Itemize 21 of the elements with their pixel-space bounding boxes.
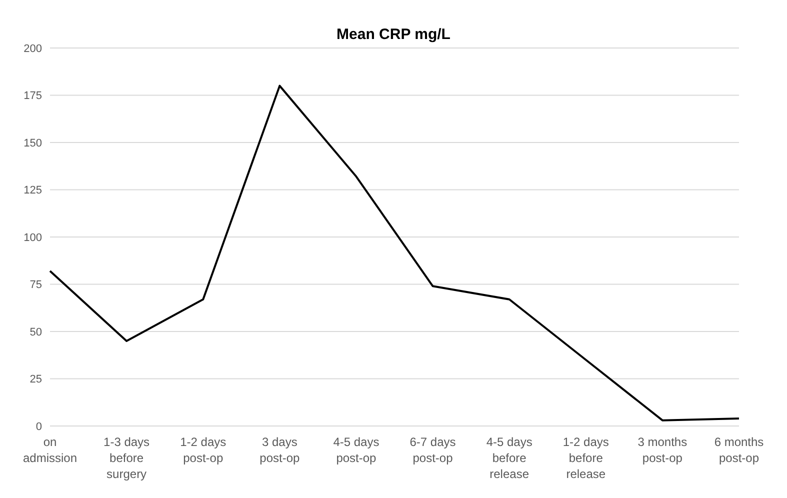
y-tick-label: 150 [24,137,42,150]
y-tick-label: 75 [30,279,42,292]
x-tick-label: 1-3 days before surgery [104,435,150,481]
x-tick-label: on admission [22,435,78,465]
chart-title: Mean CRP mg/L [336,26,452,43]
y-tick-label: 175 [24,90,42,102]
x-tick-label: 4-5 days post-op [333,435,380,465]
line-series [49,84,740,422]
x-tick-label: 6-7 days post-op [410,435,456,465]
x-tick-label: 3 days post-op [260,435,300,465]
x-tick-label: 6 months post-op [714,435,764,465]
x-tick-label: 4-5 days before release [486,435,532,481]
y-tick-label: 200 [24,42,42,55]
y-tick-label: 50 [30,326,42,338]
x-tick-label: 1-2 days post-op [180,435,226,465]
y-tick-label: 100 [24,232,42,244]
x-tick-label: 3 months post-op [638,435,688,465]
y-tick-label: 125 [24,184,42,197]
y-tick-label: 25 [30,374,42,386]
y-tick-label: 0 [36,420,42,433]
x-tick-label: 1-2 days before release [562,435,609,481]
